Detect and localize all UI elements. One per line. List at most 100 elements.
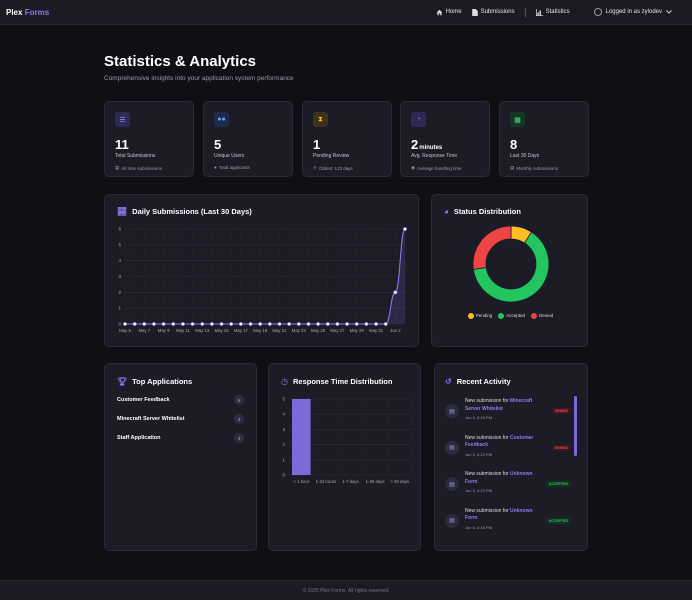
chart-line-icon: ▤	[115, 165, 120, 170]
data-point	[238, 322, 243, 326]
x-tick-label: May 11	[176, 328, 190, 333]
data-point	[171, 322, 176, 326]
top-applications-panel: 🏆︎ Top Applications Customer Feedback 5 …	[104, 363, 257, 551]
user-label: Logged in as zylodev	[605, 9, 662, 15]
stopwatch-icon: ◔	[411, 112, 426, 127]
list-item[interactable]: Minecraft Server Whitelist 3	[117, 414, 244, 424]
form-link[interactable]: Minecraft Server Whitelist	[465, 398, 533, 412]
recent-activity-panel: ↺ Recent Activity ▤ New submission for M…	[434, 363, 588, 551]
x-tick-label: > 30 days	[390, 479, 409, 484]
daily-submissions-chart: 0 1 2 3 4 5 6 May 5 May 7 May 9 May 11 May 13 May 15…	[118, 227, 407, 333]
stat-card-total-submissions: ☰ 11 Total Submissions ▤ All time submiss…	[104, 101, 194, 177]
top-applications-list: Customer Feedback 5 Minecraft Server Whi…	[117, 395, 244, 443]
pie-slice-denied	[472, 225, 512, 270]
gauge-icon: ◉	[411, 165, 415, 170]
y-tick-label: 2	[282, 442, 285, 447]
y-tick-label: 6	[118, 227, 121, 232]
chart-line-icon: ▤	[510, 165, 515, 170]
user-plus-icon: ●	[214, 165, 217, 170]
calendar-icon: ▦	[510, 112, 525, 127]
status-badge: ACCEPTED	[545, 481, 571, 487]
brand-accent: Forms	[24, 7, 50, 17]
user-avatar-icon	[593, 8, 602, 16]
x-tick-label: May 9	[158, 328, 170, 333]
y-tick-label: 5	[118, 242, 121, 247]
list-item[interactable]: ▤ New submission for Customer Feedback Ju…	[445, 435, 571, 472]
y-tick-label: 1	[282, 457, 285, 462]
x-tick-label: May 27	[330, 328, 345, 333]
panel-title: ◕ Status Distribution	[444, 207, 521, 216]
x-tick-label: 1-24 hours	[316, 479, 337, 484]
data-point	[248, 322, 253, 326]
x-tick-label: May 29	[350, 328, 365, 333]
x-tick-label: May 13	[195, 328, 210, 333]
stat-label: Total Submissions	[115, 153, 156, 159]
stat-label: Avg. Response Time	[411, 153, 458, 159]
chart-bar-icon	[535, 8, 543, 16]
form-link[interactable]: Unknown Form	[465, 507, 533, 522]
x-tick-label: May 15	[215, 328, 230, 333]
page-subtitle: Comprehensive insights into your applica…	[104, 75, 294, 82]
legend-item-pending[interactable]: Pending	[467, 313, 492, 319]
data-point	[142, 322, 147, 326]
panel-title: 📈︎ Daily Submissions (Last 30 Days)	[117, 207, 252, 216]
stat-note: ▤ Monthly submissions	[510, 165, 559, 171]
nav-link-home[interactable]: Home	[436, 9, 462, 16]
stat-card-pending-review: ⧗ 1 Pending Review ◷ Oldest: 123 days	[302, 101, 392, 177]
stat-value: 8	[510, 137, 518, 152]
chevron-down-icon	[666, 10, 672, 14]
form-link[interactable]: Customer Feedback	[465, 434, 534, 449]
y-tick-label: 1	[118, 306, 121, 311]
data-point	[383, 322, 388, 326]
file-icon: ▤	[445, 477, 459, 491]
file-icon: ▤	[445, 404, 459, 418]
form-link[interactable]: Unknown Form	[465, 471, 533, 485]
activity-scrollbar[interactable]	[574, 396, 577, 456]
data-point	[364, 322, 369, 326]
data-point	[132, 322, 137, 326]
status-legend: Pending Accepted Denied	[432, 313, 589, 319]
data-point	[296, 322, 301, 326]
data-point	[277, 322, 282, 326]
data-point	[287, 322, 292, 326]
list-item[interactable]: Customer Feedback 5	[117, 395, 244, 405]
home-icon	[436, 9, 442, 15]
nav-link-statistics[interactable]: Statistics	[535, 8, 570, 16]
x-tick-label: < 1 hour	[293, 479, 309, 484]
status-distribution-panel: ◕ Status Distribution Pending Accepted D…	[431, 194, 588, 347]
stat-label: Unique Users	[214, 153, 245, 159]
nav-link-label: Submissions	[480, 9, 515, 15]
x-tick-label: May 17	[234, 328, 249, 333]
nav-link-submissions[interactable]: Submissions	[471, 8, 515, 16]
data-point	[229, 322, 234, 326]
nav-links: Home Submissions Statistics Logged in as…	[436, 7, 686, 17]
brand-logo[interactable]: Plex Forms	[6, 8, 49, 17]
data-point	[219, 322, 224, 326]
user-menu[interactable]: Logged in as zylodev	[593, 8, 672, 16]
footer: © 2025 Plex Forms. All rights reserved.	[0, 580, 692, 600]
list-item[interactable]: ▤ New submission for Unknown Form Jun 3, …	[445, 508, 571, 545]
legend-item-denied[interactable]: Denied	[531, 313, 553, 319]
y-tick-label: 3	[282, 427, 285, 432]
file-icon	[471, 8, 478, 16]
data-point	[161, 322, 166, 326]
list-item[interactable]: Staff Application 3	[117, 433, 244, 443]
stat-note: ◷ Oldest: 123 days	[313, 165, 353, 171]
data-point	[345, 322, 349, 326]
stat-note: ● Total applicants	[214, 165, 250, 170]
list-item[interactable]: ▤ New submission for Unknown Form Jun 3, …	[445, 471, 571, 508]
file-icon: ▤	[445, 513, 459, 528]
data-point	[393, 290, 398, 295]
x-tick-label: May 5	[119, 328, 131, 333]
data-point	[152, 322, 156, 326]
daily-submissions-panel: 📈︎ Daily Submissions (Last 30 Days) 0 1 2 3…	[104, 194, 419, 347]
y-tick-label: 0	[282, 473, 285, 478]
legend-item-accepted[interactable]: Accepted	[498, 313, 525, 319]
pie-slice-accepted	[472, 231, 550, 303]
count-badge: 3	[234, 433, 244, 443]
stat-note: ◉ Average handling time	[411, 165, 462, 171]
y-tick-label: 5	[282, 397, 285, 402]
list-item[interactable]: ▤ New submission for Minecraft Server Wh…	[445, 398, 571, 435]
y-tick-label: 3	[118, 274, 121, 279]
data-point	[190, 322, 195, 326]
